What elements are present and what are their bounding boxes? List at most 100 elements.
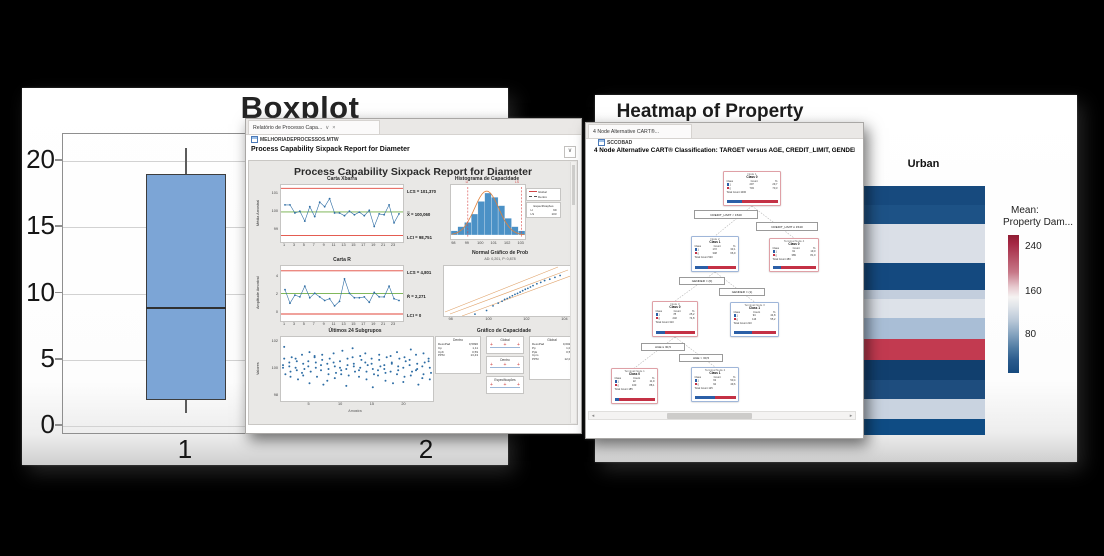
tick-label: 99 bbox=[464, 241, 469, 245]
node-total: Total Count 1000 bbox=[726, 190, 747, 194]
boxplot-plot-area bbox=[62, 133, 507, 434]
cart-node: Terminal Node 1 Class 0 Class Count% 1 22 11,9… bbox=[611, 368, 658, 404]
heatmap-cell bbox=[862, 290, 985, 299]
scroll-right-icon[interactable]: ▸ bbox=[849, 412, 853, 419]
heatmap-cell bbox=[862, 205, 985, 224]
sixpack-report-window: Relatório de Processo Capa... ∨ × MELHOR… bbox=[245, 118, 582, 434]
tick-label: 21 bbox=[381, 322, 386, 326]
heatmap-cell bbox=[862, 186, 985, 205]
y-axis-tick bbox=[55, 357, 62, 360]
tick-label: 100 bbox=[271, 209, 278, 213]
tick-label: 19 bbox=[371, 243, 376, 247]
node-class-label: Class 0 bbox=[788, 242, 800, 247]
rchart-ucl-label: LCS = 4,801 bbox=[407, 270, 432, 275]
class-color-swatch bbox=[726, 183, 729, 186]
stat-row: PPM 12,07 bbox=[532, 357, 572, 362]
node-table-header: Class Count% bbox=[733, 311, 776, 315]
class-color-swatch bbox=[733, 317, 736, 321]
last24-chart bbox=[280, 336, 434, 402]
rchart-mean-label: R̄ = 2,271 bbox=[407, 294, 426, 299]
cart-node: Terminal Node 3 Class 1 Class Count% 1 94 44,8… bbox=[730, 302, 779, 337]
worksheet-row: MELHORIADEPROCESSOS.MTW bbox=[251, 136, 339, 143]
tab-close-icon[interactable]: × bbox=[332, 124, 336, 131]
tick-label: 102 bbox=[523, 317, 530, 321]
sixpack-report-canvas: Process Capability Sixpack Report for Di… bbox=[248, 160, 578, 425]
class-color-swatch bbox=[694, 248, 697, 251]
node-class-bar bbox=[694, 395, 736, 400]
tick-label: 102 bbox=[504, 241, 511, 245]
rchart-chart bbox=[280, 265, 404, 322]
tab-collapse-icon[interactable]: ∨ bbox=[325, 124, 330, 131]
class-color-swatch bbox=[694, 382, 697, 386]
node-total: Total Count 210 bbox=[733, 321, 752, 325]
node-table-row: 1 94 44,8 bbox=[731, 314, 778, 318]
cart-node: Terminal Node 2 Class 1 Class Count% 1 63 50,4… bbox=[691, 367, 739, 402]
tick-label: 21 bbox=[381, 243, 386, 247]
last24-xlabel: Amostra bbox=[348, 409, 362, 413]
tick-label: 99 bbox=[273, 227, 278, 231]
node-class-label: Class 0 bbox=[746, 175, 758, 180]
report-scrollbar-thumb[interactable] bbox=[571, 165, 575, 205]
split-rule-label: CREDIT_LIMIT < 1540 bbox=[694, 210, 758, 219]
hist-chart bbox=[450, 184, 526, 240]
xbar-title: Carta Xbarra bbox=[326, 176, 357, 182]
scrollbar-thumb[interactable] bbox=[667, 413, 752, 419]
worksheet-icon bbox=[598, 139, 605, 146]
node-class-bar bbox=[733, 330, 776, 335]
horizontal-scrollbar[interactable]: ◂ ▸ bbox=[588, 411, 856, 420]
stat-row: Cp 1,11 bbox=[438, 345, 478, 350]
node-class-bar bbox=[772, 265, 816, 270]
node-title: Terminal Node 3 bbox=[744, 303, 765, 307]
stat-row: Ppk0,56 bbox=[532, 349, 572, 354]
colorbar-tick-label: 240 bbox=[1025, 241, 1042, 252]
hist-li-label: LI bbox=[465, 180, 469, 184]
heatmap-cell bbox=[862, 318, 985, 339]
tick-label: 11 bbox=[331, 243, 336, 247]
node-title: Terminal Node 1 bbox=[624, 369, 645, 373]
node-title: Terminal Node 4 bbox=[783, 239, 805, 243]
heatmap-cell bbox=[862, 299, 985, 318]
node-title: Terminal Node 2 bbox=[704, 368, 726, 372]
tick-label: 9 bbox=[322, 243, 325, 247]
capability-title: Gráfico de Capacidade bbox=[476, 328, 532, 334]
y-axis-tick bbox=[55, 225, 62, 228]
specs-title: Especificações bbox=[533, 203, 554, 208]
legend-line-dentro bbox=[528, 196, 537, 198]
split-rule-label: GENDER = (0) bbox=[679, 277, 725, 285]
tick-label: 2 bbox=[275, 292, 278, 296]
tick-label: 11 bbox=[331, 322, 336, 326]
y-axis-tick bbox=[55, 159, 62, 161]
legend-global-label: Global bbox=[538, 189, 547, 194]
scroll-left-icon[interactable]: ◂ bbox=[591, 412, 595, 419]
heatmap-cell bbox=[862, 360, 985, 380]
report-scrollbar[interactable] bbox=[570, 162, 576, 423]
tick-label: 19 bbox=[371, 322, 376, 326]
tick-label: 1 bbox=[282, 322, 286, 326]
tab-sixpack-report[interactable]: Relatório de Processo Capa... ∨ × bbox=[248, 120, 380, 134]
hist-ls-label: LS bbox=[515, 180, 519, 184]
node-class-bar bbox=[694, 265, 736, 270]
specs-ls-value: 103 bbox=[551, 211, 557, 216]
cart-window: 4 Node Alternative CART®... SCCOBAD 4 No… bbox=[585, 122, 864, 439]
node-table-row: 0 163 88,1 bbox=[612, 383, 657, 388]
tick-label: 1 bbox=[282, 243, 286, 247]
colorbar-title-line1: Mean: bbox=[1011, 205, 1039, 216]
node-title: Node 1 bbox=[747, 172, 757, 176]
node-class-bar bbox=[614, 397, 655, 402]
stat-row: DesvPad 0,6025 bbox=[532, 341, 572, 346]
tick-label: 15 bbox=[351, 243, 356, 247]
report-collapse-button[interactable]: ∨ bbox=[564, 146, 576, 158]
specs-li-name: LI bbox=[530, 207, 534, 212]
y-tick-label: 10 bbox=[26, 276, 55, 307]
node-table-row: 1 297 29,7 bbox=[724, 183, 780, 187]
node-class-label: Class 1 bbox=[709, 240, 721, 245]
colorbar-gradient bbox=[1008, 235, 1019, 373]
split-rule-label: AGE > 30,5 bbox=[679, 354, 723, 362]
rchart-lcl-label: LCI = 0 bbox=[407, 313, 422, 318]
y-axis-tick bbox=[55, 291, 62, 294]
scrollbar-track[interactable] bbox=[597, 412, 847, 419]
tab-cart[interactable]: 4 Node Alternative CART®... bbox=[588, 124, 692, 138]
prob-subtitle: AD: 0,201, P: 0,878 bbox=[484, 257, 516, 261]
prob-title: Normal Gráfico de Prob bbox=[471, 250, 529, 256]
